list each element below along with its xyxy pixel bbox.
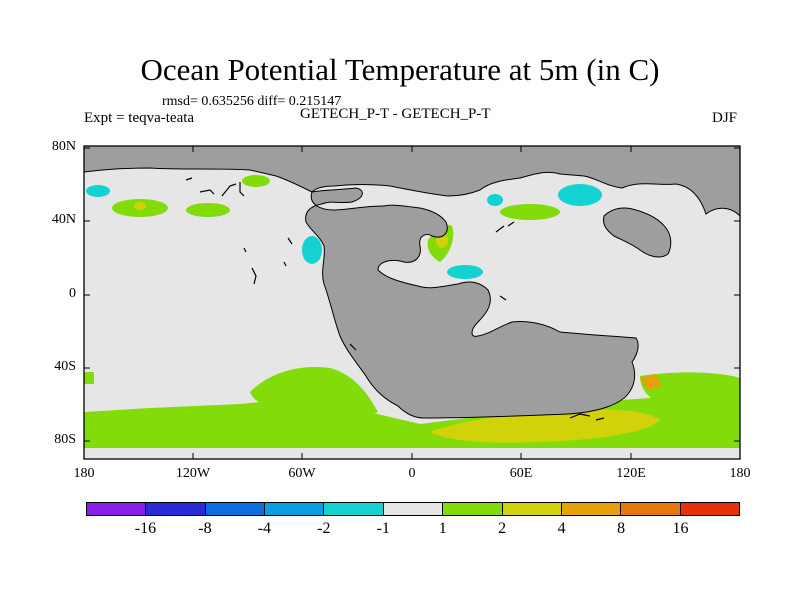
anomaly-green-n3 — [242, 175, 270, 187]
anomaly-yellow-n1 — [134, 202, 146, 210]
lon-label: 120E — [616, 466, 646, 481]
plot-title: Ocean Potential Temperature at 5m (in C) — [140, 52, 660, 87]
land-north — [83, 145, 741, 218]
colorbar-label: 2 — [498, 520, 507, 537]
anomaly-cyan-5 — [558, 184, 602, 206]
lat-label: 80N — [51, 139, 76, 154]
colorbar-swatch — [265, 503, 325, 515]
anomaly-cyan-3 — [447, 265, 483, 279]
land-main — [305, 187, 639, 419]
anomaly-green-south-pacific — [250, 367, 378, 419]
lat-label: 80S — [54, 432, 76, 447]
lon-label: 0 — [408, 466, 416, 481]
stats-text: rmsd= 0.635256 diff= 0.215147 — [162, 94, 342, 109]
colorbar-label: -2 — [317, 520, 331, 537]
anomaly-cyan-4 — [487, 194, 503, 206]
land-masses — [83, 145, 741, 419]
colorbar-swatch — [146, 503, 206, 515]
colorbar-label: -1 — [376, 520, 390, 537]
anomaly-green-south-east — [640, 372, 740, 412]
colorbar-label: -16 — [134, 520, 157, 537]
season-label: DJF — [712, 110, 738, 126]
anomaly-green-west-edge — [84, 372, 94, 384]
colorbar-swatch — [502, 503, 562, 515]
colorbar-swatch — [205, 503, 266, 515]
colorbar-label: 4 — [557, 520, 566, 537]
colorbar-swatch — [621, 503, 681, 515]
colorbar-label: -8 — [198, 520, 212, 537]
dataset-label: GETECH_P-T - GETECH_P-T — [300, 106, 491, 122]
anomaly-green-n2 — [186, 203, 230, 217]
colorbar-swatch — [87, 503, 147, 515]
lon-label: 60W — [288, 466, 316, 481]
anomaly-cyan-1 — [86, 185, 110, 197]
lon-label: 180 — [729, 466, 751, 481]
colorbar-label: 8 — [617, 520, 626, 537]
colorbar-swatch — [383, 503, 444, 515]
lat-label: 0 — [69, 286, 76, 301]
experiment-label: Expt = teqva-teata — [84, 110, 195, 126]
colorbar-swatch — [443, 503, 503, 515]
land-east — [603, 207, 672, 258]
lon-label: 120W — [175, 466, 211, 481]
colorbar — [86, 502, 740, 516]
lon-label: 60E — [509, 466, 533, 481]
anomaly-orange-south — [640, 374, 662, 390]
colorbar-swatch — [561, 503, 622, 515]
island-fragments — [185, 177, 605, 421]
lat-label: 40S — [54, 359, 76, 374]
anomaly-green-n4 — [500, 204, 560, 220]
colorbar-label: -4 — [257, 520, 272, 537]
axis-ticks — [83, 146, 741, 459]
colorbar-label: 16 — [672, 520, 689, 537]
colorbar-label: 1 — [438, 520, 447, 537]
lat-label: 40N — [51, 212, 76, 227]
anomaly-cyan-2 — [302, 236, 322, 264]
colorbar-swatch — [324, 503, 384, 515]
colorbar-swatch — [680, 503, 739, 515]
lon-label: 180 — [73, 466, 95, 481]
